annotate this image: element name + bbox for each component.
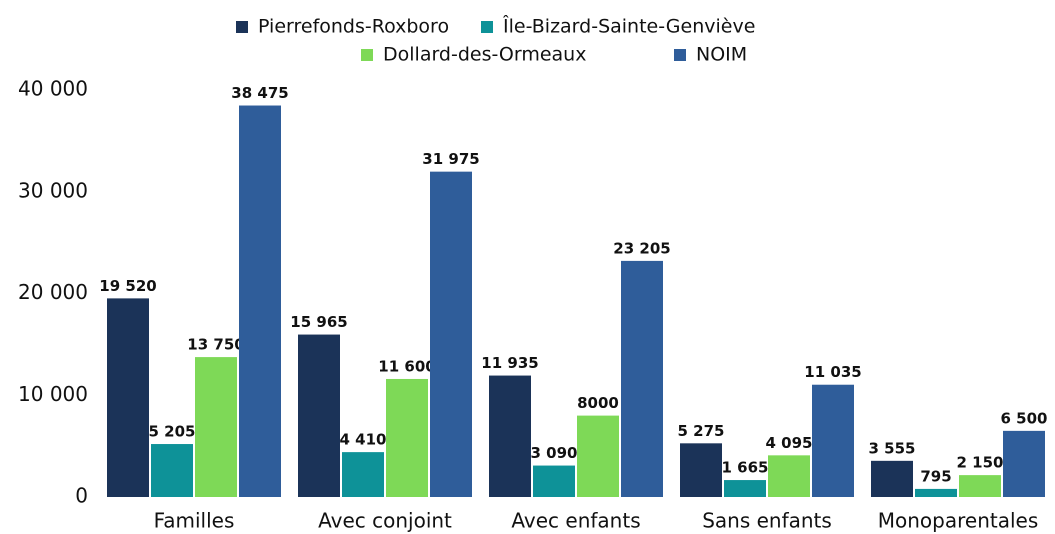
bar <box>871 460 913 497</box>
legend-swatch <box>361 49 373 61</box>
legend-label: Dollard-des-Ormeaux <box>383 44 586 66</box>
bar <box>915 488 957 497</box>
bar <box>342 452 384 497</box>
legend-swatch <box>674 49 686 61</box>
x-tick-label: Monoparentales <box>878 509 1039 533</box>
bar <box>812 384 854 497</box>
value-label: 5 275 <box>678 422 725 440</box>
x-tick-label: Avec enfants <box>511 509 640 533</box>
value-label: 5 205 <box>149 423 196 441</box>
legend-label: Île-Bizard-Sainte-Genviève <box>502 15 755 38</box>
value-label: 15 965 <box>290 313 347 331</box>
value-label: 19 520 <box>99 277 156 295</box>
y-tick-label: 10 000 <box>18 382 88 406</box>
x-tick-label: Sans enfants <box>702 509 832 533</box>
legend-swatch <box>481 21 493 33</box>
value-label: 3 090 <box>531 444 578 462</box>
value-label: 4 095 <box>766 434 813 452</box>
y-tick-label: 30 000 <box>18 178 88 202</box>
bar <box>959 475 1001 497</box>
x-tick-label: Familles <box>154 509 235 533</box>
y-tick-label: 40 000 <box>18 77 88 101</box>
bar <box>430 171 472 498</box>
value-label: 795 <box>920 467 951 485</box>
value-label: 31 975 <box>422 150 479 168</box>
value-label: 3 555 <box>869 439 916 457</box>
y-tick-label: 20 000 <box>18 280 88 304</box>
value-label: 23 205 <box>613 239 670 257</box>
value-label: 8000 <box>577 394 619 412</box>
x-tick-label: Avec conjoint <box>318 509 452 533</box>
bar <box>239 105 281 497</box>
bar <box>724 480 766 497</box>
value-label: 6 500 <box>1001 409 1048 427</box>
bar <box>151 444 193 497</box>
bar <box>680 443 722 497</box>
value-label: 13 750 <box>187 336 244 354</box>
legend-label: Pierrefonds-Roxboro <box>258 16 449 38</box>
bar <box>1003 430 1045 497</box>
value-label: 11 035 <box>804 363 861 381</box>
y-tick-label: 0 <box>75 484 88 508</box>
value-label: 4 410 <box>340 431 387 449</box>
bar <box>621 260 663 497</box>
bar <box>107 298 149 497</box>
value-label: 11 935 <box>481 354 538 372</box>
bar <box>489 375 531 497</box>
value-label: 38 475 <box>231 84 288 102</box>
bar <box>386 378 428 497</box>
value-label: 2 150 <box>957 454 1004 472</box>
legend-swatch <box>236 21 248 33</box>
bar <box>298 334 340 497</box>
value-label: 1 665 <box>722 459 769 477</box>
bar <box>533 465 575 497</box>
value-label: 11 600 <box>378 357 435 375</box>
legend-label: NOIM <box>696 44 747 66</box>
bar <box>768 455 810 497</box>
bar <box>195 357 237 497</box>
bar <box>577 415 619 497</box>
